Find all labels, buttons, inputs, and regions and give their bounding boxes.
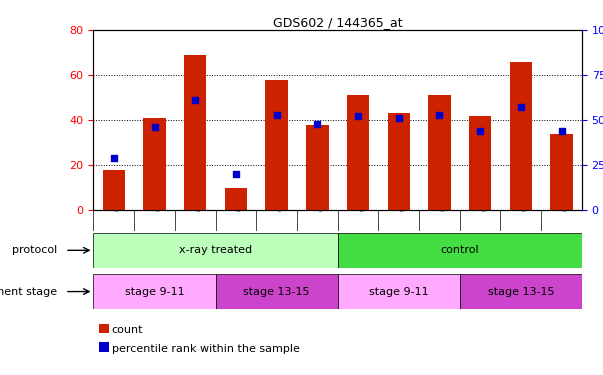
Bar [338,274,459,309]
Point [191,97,200,103]
Text: GSM15885: GSM15885 [440,165,449,211]
Text: GSM15888: GSM15888 [317,165,326,211]
Text: GSM15883: GSM15883 [277,165,286,211]
Point [394,115,403,121]
Text: percentile rank within the sample: percentile rank within the sample [112,344,300,354]
Bar [225,188,247,210]
Bar [144,118,166,210]
Point [150,124,159,130]
Bar [338,232,582,268]
Bar [265,80,288,210]
Text: GSM15884: GSM15884 [521,165,530,211]
Bar [510,62,532,210]
Point [312,121,322,127]
Text: GSM15879: GSM15879 [480,165,489,211]
Bar [184,55,206,210]
Bar [551,134,573,210]
Text: GSM15877: GSM15877 [358,165,367,211]
Bar [93,232,338,268]
Text: GSM15880: GSM15880 [236,165,245,211]
Text: stage 9-11: stage 9-11 [369,286,429,297]
Text: GSM15882: GSM15882 [154,165,163,211]
Bar [428,95,450,210]
Text: x-ray treated: x-ray treated [179,245,252,255]
Point [272,112,282,118]
Bar [216,274,338,309]
Bar [388,113,410,210]
Text: GSM15887: GSM15887 [195,165,204,211]
Point [353,113,363,119]
Point [109,155,119,161]
Bar [103,170,125,210]
Point [475,128,485,134]
Text: GSM15886: GSM15886 [561,165,570,211]
Bar [93,274,216,309]
Title: GDS602 / 144365_at: GDS602 / 144365_at [273,16,402,29]
Point [435,112,444,118]
Bar [469,116,491,210]
Text: GSM15878: GSM15878 [114,165,123,211]
Point [231,171,241,177]
Text: count: count [112,325,143,335]
Bar [459,274,582,309]
Text: stage 9-11: stage 9-11 [125,286,185,297]
Text: stage 13-15: stage 13-15 [244,286,310,297]
Text: protocol: protocol [12,245,57,255]
Text: development stage: development stage [0,286,57,297]
Text: control: control [440,245,479,255]
Text: GSM15881: GSM15881 [399,165,408,211]
Point [516,104,526,110]
Bar [306,124,329,210]
Bar [347,95,369,210]
Text: stage 13-15: stage 13-15 [488,286,554,297]
Point [557,128,566,134]
